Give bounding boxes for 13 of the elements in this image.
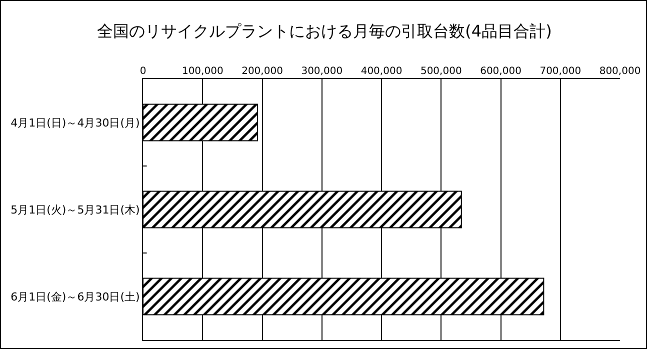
x-tick-label: 500,000 [420, 66, 462, 77]
x-tick-label: 700,000 [540, 66, 582, 77]
chart-title: 全国のリサイクルプラントにおける月毎の引取台数(4品目合計) [97, 22, 552, 41]
x-tick-label: 800,000 [599, 66, 641, 77]
y-tick-label: 4月1日(日)～4月30日(月) [10, 116, 140, 130]
x-tick-label: 400,000 [360, 66, 402, 77]
x-tick-label: 100,000 [182, 66, 224, 77]
y-tick-label: 5月1日(火)～5月31日(木) [10, 203, 140, 216]
x-tick-label: 600,000 [480, 66, 522, 77]
x-tick-label: 300,000 [301, 66, 343, 77]
x-tick-label: 200,000 [242, 66, 283, 77]
y-tick-label: 6月1日(金)～6月30日(土) [10, 290, 140, 304]
x-tick-label: 0 [140, 66, 146, 77]
